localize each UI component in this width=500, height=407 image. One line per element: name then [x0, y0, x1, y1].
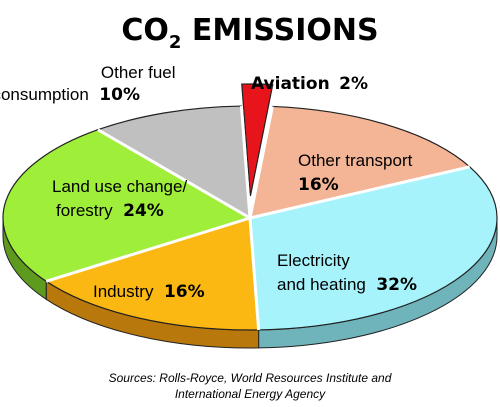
pie-slice-land-use — [2, 129, 252, 282]
label-industry-name: Industry — [93, 282, 154, 301]
slice-divider-other-fuel — [97, 128, 251, 220]
title-rest: EMISSIONS — [181, 13, 378, 48]
label-electricity-line1: Electricity — [277, 251, 350, 270]
label-electricity-line2: and heating — [277, 275, 366, 294]
pie-slice-aviation — [241, 83, 274, 197]
value-aviation: 2% — [339, 74, 368, 94]
value-electricity: 32% — [376, 275, 417, 295]
slice-divider-electricity — [249, 165, 471, 220]
pie-slice-electricity — [249, 166, 498, 331]
slice-divider-land-use — [45, 216, 251, 283]
label-electricity: Electricity and heating 32% — [277, 251, 417, 295]
chart-title: CO2 EMISSIONS — [121, 13, 378, 53]
label-land-use: Land use change/ forestry 24% — [52, 177, 192, 221]
label-other-fuel-line1: Other fuel — [101, 63, 176, 82]
label-industry: Industry 16% — [93, 282, 205, 302]
label-other-transport: Other transport 16% — [298, 151, 417, 195]
slice-divider-industry — [248, 217, 261, 331]
value-industry: 16% — [164, 282, 205, 302]
value-other-transport: 16% — [298, 175, 339, 195]
source-line-1: Sources: Rolls-Royce, World Resources In… — [109, 371, 392, 385]
value-other-fuel: 10% — [99, 85, 140, 105]
title-subscript: 2 — [169, 32, 182, 53]
label-aviation: Aviation 2% — [251, 74, 368, 94]
label-aviation-name: Aviation — [251, 74, 330, 94]
pie-slice-other-fuel — [96, 105, 251, 220]
label-land-use-line2: forestry — [56, 201, 113, 220]
label-other-fuel-line2: consumption — [0, 85, 89, 104]
source-line-2: International Energy Agency — [175, 387, 326, 401]
pie-slices — [2, 83, 498, 331]
pie-slice-other-transport — [249, 105, 471, 219]
title-main: CO — [121, 13, 169, 48]
pie-slice-industry — [44, 217, 260, 331]
label-other-fuel: Other fuel consumption 10% — [0, 63, 180, 105]
value-land-use: 24% — [123, 201, 164, 221]
slice-divider-other-transport — [248, 106, 274, 219]
label-land-use-line1: Land use change/ — [52, 177, 187, 196]
label-other-transport-name: Other transport — [298, 151, 413, 170]
slice-divider-aviation — [239, 105, 252, 219]
